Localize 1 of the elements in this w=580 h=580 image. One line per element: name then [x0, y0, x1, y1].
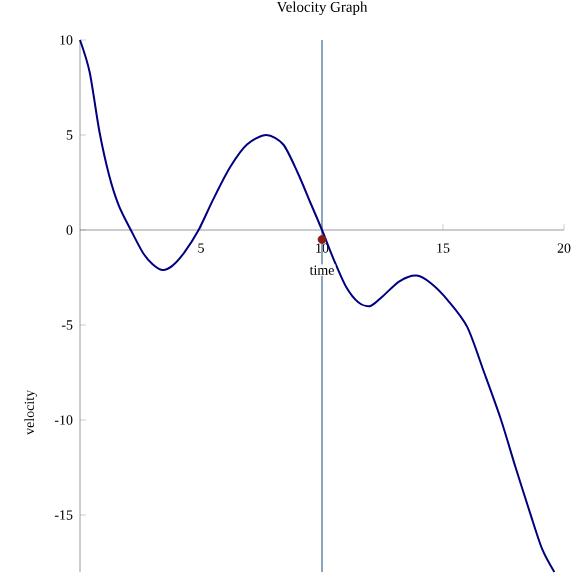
line-series: [79, 39, 556, 573]
